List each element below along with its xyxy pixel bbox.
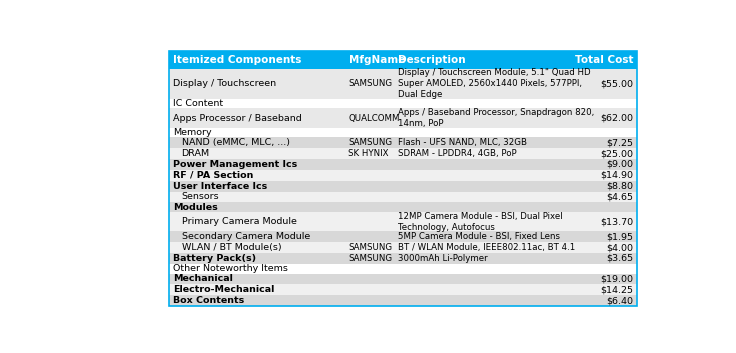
- Text: SAMSUNG: SAMSUNG: [348, 243, 392, 252]
- Text: SK HYNIX: SK HYNIX: [348, 149, 389, 158]
- Text: NAND (eMMC, MLC, ...): NAND (eMMC, MLC, ...): [182, 138, 289, 148]
- Text: $9.00: $9.00: [606, 160, 633, 169]
- Text: $7.25: $7.25: [606, 138, 633, 148]
- Text: Modules: Modules: [173, 203, 218, 212]
- Bar: [169, 50, 637, 69]
- Bar: [169, 170, 637, 181]
- Text: $3.65: $3.65: [606, 254, 633, 263]
- Text: Mechanical: Mechanical: [173, 275, 233, 283]
- Text: MfgName: MfgName: [349, 55, 406, 65]
- Bar: [169, 181, 637, 192]
- Text: Secondary Camera Module: Secondary Camera Module: [182, 232, 310, 241]
- Bar: [169, 295, 637, 306]
- Text: 12MP Camera Module - BSI, Dual Pixel
Technology, Autofocus: 12MP Camera Module - BSI, Dual Pixel Tec…: [398, 212, 563, 232]
- Bar: [169, 264, 637, 274]
- Text: IC Content: IC Content: [173, 99, 223, 108]
- Bar: [169, 108, 637, 128]
- Bar: [169, 137, 637, 148]
- Text: $1.95: $1.95: [606, 232, 633, 241]
- Text: RF / PA Section: RF / PA Section: [173, 171, 253, 180]
- Bar: [169, 148, 637, 159]
- Text: $55.00: $55.00: [601, 79, 633, 88]
- Bar: [169, 285, 637, 295]
- Text: $8.80: $8.80: [606, 181, 633, 191]
- Bar: [169, 50, 637, 306]
- Text: Memory: Memory: [173, 128, 212, 137]
- Text: $14.90: $14.90: [601, 171, 633, 180]
- Text: SAMSUNG: SAMSUNG: [348, 138, 392, 148]
- Text: SAMSUNG: SAMSUNG: [348, 79, 392, 88]
- Bar: [169, 202, 637, 212]
- Text: $13.70: $13.70: [600, 217, 633, 226]
- Text: Apps Processor / Baseband: Apps Processor / Baseband: [173, 114, 302, 122]
- Text: 3000mAh Li-Polymer: 3000mAh Li-Polymer: [398, 254, 488, 263]
- Text: SAMSUNG: SAMSUNG: [348, 254, 392, 263]
- Text: SDRAM - LPDDR4, 4GB, PoP: SDRAM - LPDDR4, 4GB, PoP: [398, 149, 517, 158]
- Bar: [169, 242, 637, 253]
- Text: Electro-Mechanical: Electro-Mechanical: [173, 285, 275, 294]
- Text: Display / Touchscreen: Display / Touchscreen: [173, 79, 276, 88]
- Text: 5MP Camera Module - BSI, Fixed Lens: 5MP Camera Module - BSI, Fixed Lens: [398, 232, 560, 241]
- Bar: [169, 98, 637, 108]
- Text: DRAM: DRAM: [182, 149, 210, 158]
- Text: Display / Touchscreen Module, 5.1" Quad HD
Super AMOLED, 2560x1440 Pixels, 577PP: Display / Touchscreen Module, 5.1" Quad …: [398, 68, 591, 100]
- Bar: [169, 69, 637, 98]
- Bar: [169, 192, 637, 202]
- Text: Flash - UFS NAND, MLC, 32GB: Flash - UFS NAND, MLC, 32GB: [398, 138, 527, 148]
- Text: Description: Description: [398, 55, 466, 65]
- Text: $4.00: $4.00: [606, 243, 633, 252]
- Text: $14.25: $14.25: [601, 285, 633, 294]
- Text: BT / WLAN Module, IEEE802.11ac, BT 4.1: BT / WLAN Module, IEEE802.11ac, BT 4.1: [398, 243, 576, 252]
- Text: User Interface Ics: User Interface Ics: [173, 181, 267, 191]
- Text: Other Noteworthy Items: Other Noteworthy Items: [173, 264, 288, 273]
- Text: Power Management Ics: Power Management Ics: [173, 160, 297, 169]
- Text: $19.00: $19.00: [601, 275, 633, 283]
- Text: QUALCOMM: QUALCOMM: [348, 114, 400, 122]
- Text: Primary Camera Module: Primary Camera Module: [182, 217, 297, 226]
- Text: Battery Pack(s): Battery Pack(s): [173, 254, 256, 263]
- Text: Apps / Baseband Processor, Snapdragon 820,
14nm, PoP: Apps / Baseband Processor, Snapdragon 82…: [398, 108, 595, 128]
- Text: Itemized Components: Itemized Components: [173, 55, 301, 65]
- Text: $4.65: $4.65: [606, 192, 633, 202]
- Bar: [169, 232, 637, 242]
- Bar: [169, 212, 637, 232]
- Bar: [169, 159, 637, 170]
- Text: $25.00: $25.00: [601, 149, 633, 158]
- Bar: [169, 274, 637, 285]
- Bar: [169, 128, 637, 137]
- Text: Total Cost: Total Cost: [575, 55, 633, 65]
- Text: $62.00: $62.00: [601, 114, 633, 122]
- Text: Box Contents: Box Contents: [173, 296, 244, 305]
- Text: $6.40: $6.40: [606, 296, 633, 305]
- Text: WLAN / BT Module(s): WLAN / BT Module(s): [182, 243, 281, 252]
- Bar: [169, 253, 637, 264]
- Text: Sensors: Sensors: [182, 192, 219, 202]
